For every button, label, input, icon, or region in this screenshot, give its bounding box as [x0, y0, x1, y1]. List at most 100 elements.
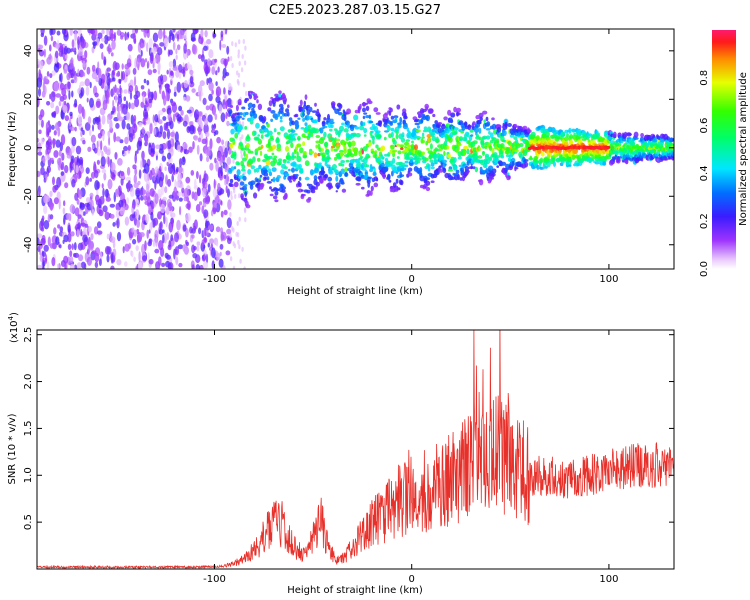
- heatmap-noise-cell: [49, 202, 54, 210]
- heatmap-noise-cell: [211, 89, 214, 95]
- heatmap-signal-cell: [328, 170, 334, 175]
- heatmap-noise-cell: [71, 90, 74, 98]
- heatmap-signal-cell: [369, 165, 373, 171]
- heatmap-signal-cell: [625, 159, 629, 165]
- heatmap-noise-cell: [106, 116, 110, 125]
- heatmap-noise-cell: [43, 195, 48, 204]
- heatmap-noise-cell: [162, 229, 165, 234]
- colorbar-ticks: 0.0 0.2 0.4 0.6 0.8: [699, 70, 710, 277]
- heatmap-signal-cell: [447, 154, 452, 159]
- heatmap-noise-cell: [227, 188, 230, 198]
- heatmap-noise-cell: [159, 221, 163, 230]
- heatmap-noise-cell: [55, 236, 60, 246]
- heatmap-noise-cell: [179, 206, 182, 216]
- heatmap-noise-cell: [225, 185, 228, 194]
- heatmap-signal-cell: [291, 167, 295, 173]
- heatmap-noise-cell: [85, 197, 91, 203]
- heatmap-signal-cell: [267, 107, 272, 112]
- heatmap-signal-cell: [564, 136, 569, 142]
- heatmap-noise-cell: [59, 72, 63, 83]
- heatmap-signal-cell: [464, 137, 468, 142]
- heatmap-noise-cell: [93, 161, 97, 173]
- heatmap-noise-cell: [49, 243, 55, 249]
- spectrogram-ytick-label: 20: [23, 93, 34, 106]
- heatmap-signal-cell: [366, 155, 371, 159]
- heatmap-signal-cell: [482, 135, 488, 140]
- heatmap-signal-cell: [236, 169, 241, 176]
- heatmap-signal-cell: [282, 96, 288, 103]
- heatmap-noise-cell: [104, 245, 111, 255]
- heatmap-noise-cell: [170, 234, 174, 242]
- heatmap-signal-cell: [503, 139, 507, 143]
- heatmap-noise-cell: [75, 145, 82, 155]
- heatmap-noise-cell: [116, 217, 120, 229]
- heatmap-signal-cell: [295, 145, 298, 151]
- heatmap-signal-cell: [249, 119, 254, 125]
- heatmap-noise-cell: [206, 38, 212, 45]
- heatmap-signal-cell: [276, 147, 282, 152]
- heatmap-signal-cell: [523, 159, 529, 162]
- heatmap-noise-cell: [220, 200, 223, 206]
- heatmap-noise-cell: [112, 99, 115, 108]
- heatmap-noise-cell: [77, 103, 83, 114]
- heatmap-signal-cell: [284, 173, 290, 177]
- heatmap-noise-cell: [123, 145, 128, 152]
- heatmap-signal-cell: [403, 115, 408, 120]
- heatmap-noise-cell: [172, 33, 175, 42]
- heatmap-noise-cell: [106, 36, 111, 41]
- heatmap-noise-cell: [239, 258, 242, 264]
- heatmap-noise-cell: [198, 227, 202, 235]
- heatmap-noise-cell: [198, 111, 202, 116]
- heatmap-signal-cell: [361, 186, 365, 190]
- heatmap-signal-cell: [470, 165, 474, 170]
- heatmap-signal-cell: [594, 161, 600, 165]
- heatmap-noise-cell: [116, 259, 122, 266]
- heatmap-noise-cell: [211, 124, 214, 130]
- heatmap-signal-cell: [250, 165, 255, 170]
- heatmap-signal-cell: [431, 135, 437, 142]
- heatmap-signal-cell: [417, 157, 422, 161]
- colorbar-tick-label: 0.6: [699, 118, 710, 134]
- heatmap-noise-cell: [94, 252, 100, 263]
- heatmap-signal-cell: [269, 193, 274, 197]
- heatmap-noise-cell: [236, 221, 239, 226]
- heatmap-noise-cell: [130, 102, 135, 110]
- heatmap-noise-cell: [158, 228, 164, 235]
- heatmap-noise-cell: [144, 135, 149, 145]
- heatmap-signal-cell: [507, 123, 512, 127]
- heatmap-noise-cell: [97, 67, 102, 79]
- heatmap-noise-cell: [146, 80, 150, 86]
- snr-xtick-label: 0: [409, 574, 415, 585]
- heatmap-noise-cell: [190, 32, 196, 42]
- heatmap-noise-cell: [176, 81, 182, 93]
- heatmap-signal-cell: [496, 138, 500, 144]
- heatmap-signal-cell: [304, 160, 310, 167]
- heatmap-signal-cell: [309, 150, 315, 154]
- spectrogram-ytick-label: 0: [23, 145, 34, 151]
- heatmap-signal-cell: [452, 165, 458, 171]
- heatmap-noise-cell: [54, 50, 59, 59]
- heatmap-signal-cell: [486, 158, 491, 165]
- heatmap-noise-cell: [172, 113, 176, 123]
- heatmap-noise-cell: [41, 251, 47, 257]
- heatmap-noise-cell: [67, 81, 71, 90]
- heatmap-signal-cell: [299, 99, 303, 107]
- heatmap-signal-cell: [252, 156, 256, 163]
- heatmap-noise-cell: [169, 29, 173, 37]
- heatmap-noise-cell: [202, 202, 207, 208]
- heatmap-noise-cell: [96, 140, 99, 151]
- heatmap-noise-cell: [97, 132, 102, 139]
- heatmap-noise-cell: [92, 144, 95, 150]
- heatmap-noise-cell: [67, 243, 72, 250]
- heatmap-signal-cell: [269, 137, 275, 141]
- heatmap-noise-cell: [143, 163, 150, 174]
- heatmap-noise-cell: [121, 119, 126, 130]
- heatmap-signal-cell: [477, 155, 483, 159]
- heatmap-signal-cell: [343, 143, 347, 146]
- heatmap-noise-cell: [176, 166, 179, 173]
- heatmap-noise-cell: [168, 221, 174, 233]
- heatmap-noise-cell: [98, 77, 103, 86]
- heatmap-noise-cell: [183, 80, 188, 89]
- heatmap-noise-cell: [77, 39, 80, 51]
- heatmap-signal-cell: [546, 160, 551, 168]
